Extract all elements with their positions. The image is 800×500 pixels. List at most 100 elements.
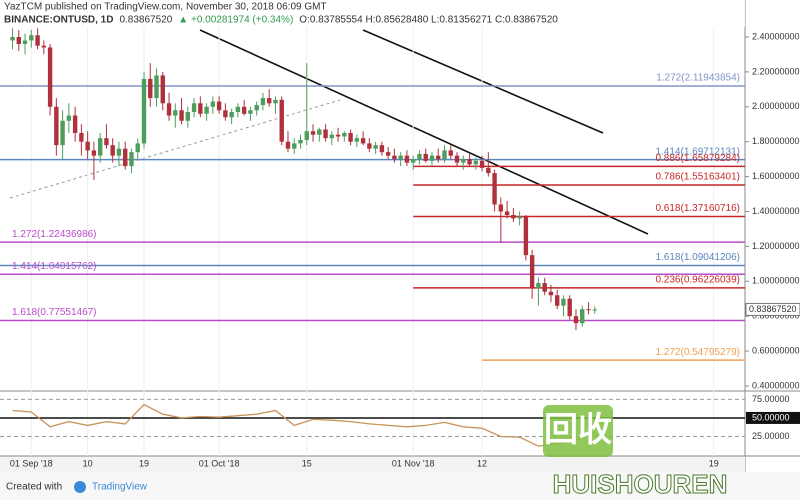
watermark-text: HUISHOUREN — [553, 469, 728, 499]
candle-body — [529, 255, 535, 289]
candle-body — [442, 150, 447, 160]
candle-body — [16, 36, 21, 44]
candle-body — [548, 291, 554, 296]
candle-body — [423, 153, 428, 161]
candle-body — [198, 103, 203, 114]
candle-body — [22, 40, 28, 44]
candle-body — [580, 309, 585, 324]
candle-body — [567, 298, 572, 317]
candle-body — [335, 134, 341, 137]
candle-body — [448, 150, 453, 156]
candle-body — [517, 216, 522, 219]
symbol: BINANCE:ONTUSD, 1D — [4, 15, 113, 26]
fib-label: 0.886(1.65879284) — [655, 153, 740, 164]
time-axis-bg — [0, 456, 745, 472]
candle-body — [417, 153, 422, 160]
footer-brand[interactable]: TradingView — [92, 482, 148, 493]
candle-body — [141, 78, 147, 144]
candle-body — [342, 132, 347, 137]
last-price-label: 0.83867520 — [749, 304, 797, 314]
candle-body — [561, 298, 566, 306]
candle-body — [479, 160, 485, 168]
candle-body — [110, 145, 115, 156]
watermark-logo: 回收 — [544, 411, 612, 449]
fib-label: 0.236(0.96226039) — [655, 275, 740, 286]
x-tick-label: 19 — [139, 458, 149, 468]
candle-body — [154, 75, 159, 99]
x-tick-label: 01 Sep '18 — [10, 458, 53, 468]
candle-body — [41, 45, 47, 48]
candle-body — [235, 106, 241, 113]
candle-body — [329, 134, 335, 139]
candle-body — [285, 141, 291, 149]
last-price-box — [745, 302, 800, 316]
y-tick-label: 1.60000000 — [752, 171, 800, 181]
candle-body — [241, 106, 247, 114]
candle-body — [310, 131, 316, 135]
candle-body — [60, 120, 65, 146]
candle-body — [492, 173, 497, 205]
change: ▲ +0.00281974 (+0.34%) — [178, 15, 293, 26]
fib-label: 1.414(1.04015762) — [12, 261, 97, 272]
y-tick-label: 1.80000000 — [752, 136, 800, 146]
logo-box — [543, 405, 613, 457]
candle-body — [373, 145, 378, 149]
candle-body — [166, 103, 172, 116]
candle-body — [436, 155, 441, 160]
candle-body — [504, 211, 510, 215]
candle-body — [229, 112, 234, 118]
candle-body — [473, 160, 478, 165]
candle-body — [586, 309, 591, 311]
y-tick-label: 0.60000000 — [752, 345, 800, 355]
candle-body — [173, 110, 178, 116]
candle-body — [323, 129, 328, 139]
candle-body — [511, 214, 516, 219]
rsi-label-bg — [746, 411, 800, 424]
candle-body — [398, 155, 403, 160]
x-tick-label: 12 — [477, 458, 487, 468]
candle-body — [116, 148, 122, 156]
candle-body — [204, 106, 209, 114]
candle-body — [85, 141, 90, 151]
y-tick-label: 1.40000000 — [752, 206, 800, 216]
x-tick-label: 15 — [302, 458, 312, 468]
candle-body — [404, 155, 410, 163]
candle-body — [410, 159, 416, 163]
candle-body — [267, 98, 272, 104]
candle-body — [304, 131, 309, 140]
candle-body — [348, 132, 353, 142]
x-tick-label: 01 Oct '18 — [199, 458, 240, 468]
candle-body — [191, 103, 197, 113]
candle-body — [104, 138, 109, 146]
candle-body — [185, 112, 191, 121]
candle-body — [29, 35, 34, 41]
rsi-line — [12, 403, 595, 447]
candle-body — [385, 152, 391, 156]
ohlc-text: O:0.83785554 H:0.85628480 L:0.81356271 C… — [299, 15, 558, 26]
y-tick-label: 1.20000000 — [752, 241, 800, 251]
candle-body — [223, 110, 228, 118]
candle-body — [10, 36, 15, 41]
candle-body — [523, 216, 529, 256]
candle-body — [486, 167, 491, 174]
candle-body — [542, 283, 547, 292]
candle-body — [367, 143, 372, 149]
candle-body — [317, 129, 322, 135]
x-tick-label: 10 — [83, 458, 93, 468]
fib-label: 1.618(1.09041206) — [655, 252, 740, 263]
fib-label: 1.272(0.54795279) — [655, 347, 740, 358]
candle-body — [254, 105, 259, 111]
fib-label: 1.272(2.11943854) — [656, 73, 740, 84]
candle-body — [573, 316, 579, 324]
y-tick-label: 0.40000000 — [752, 380, 800, 390]
y-tick-label: 1.00000000 — [752, 276, 800, 286]
candle-body — [129, 152, 134, 167]
candle-body — [148, 78, 153, 99]
candle-body — [467, 159, 472, 165]
candle-body — [47, 47, 53, 107]
candle-body — [66, 115, 72, 121]
candle-body — [354, 138, 360, 142]
candle-body — [248, 110, 253, 114]
